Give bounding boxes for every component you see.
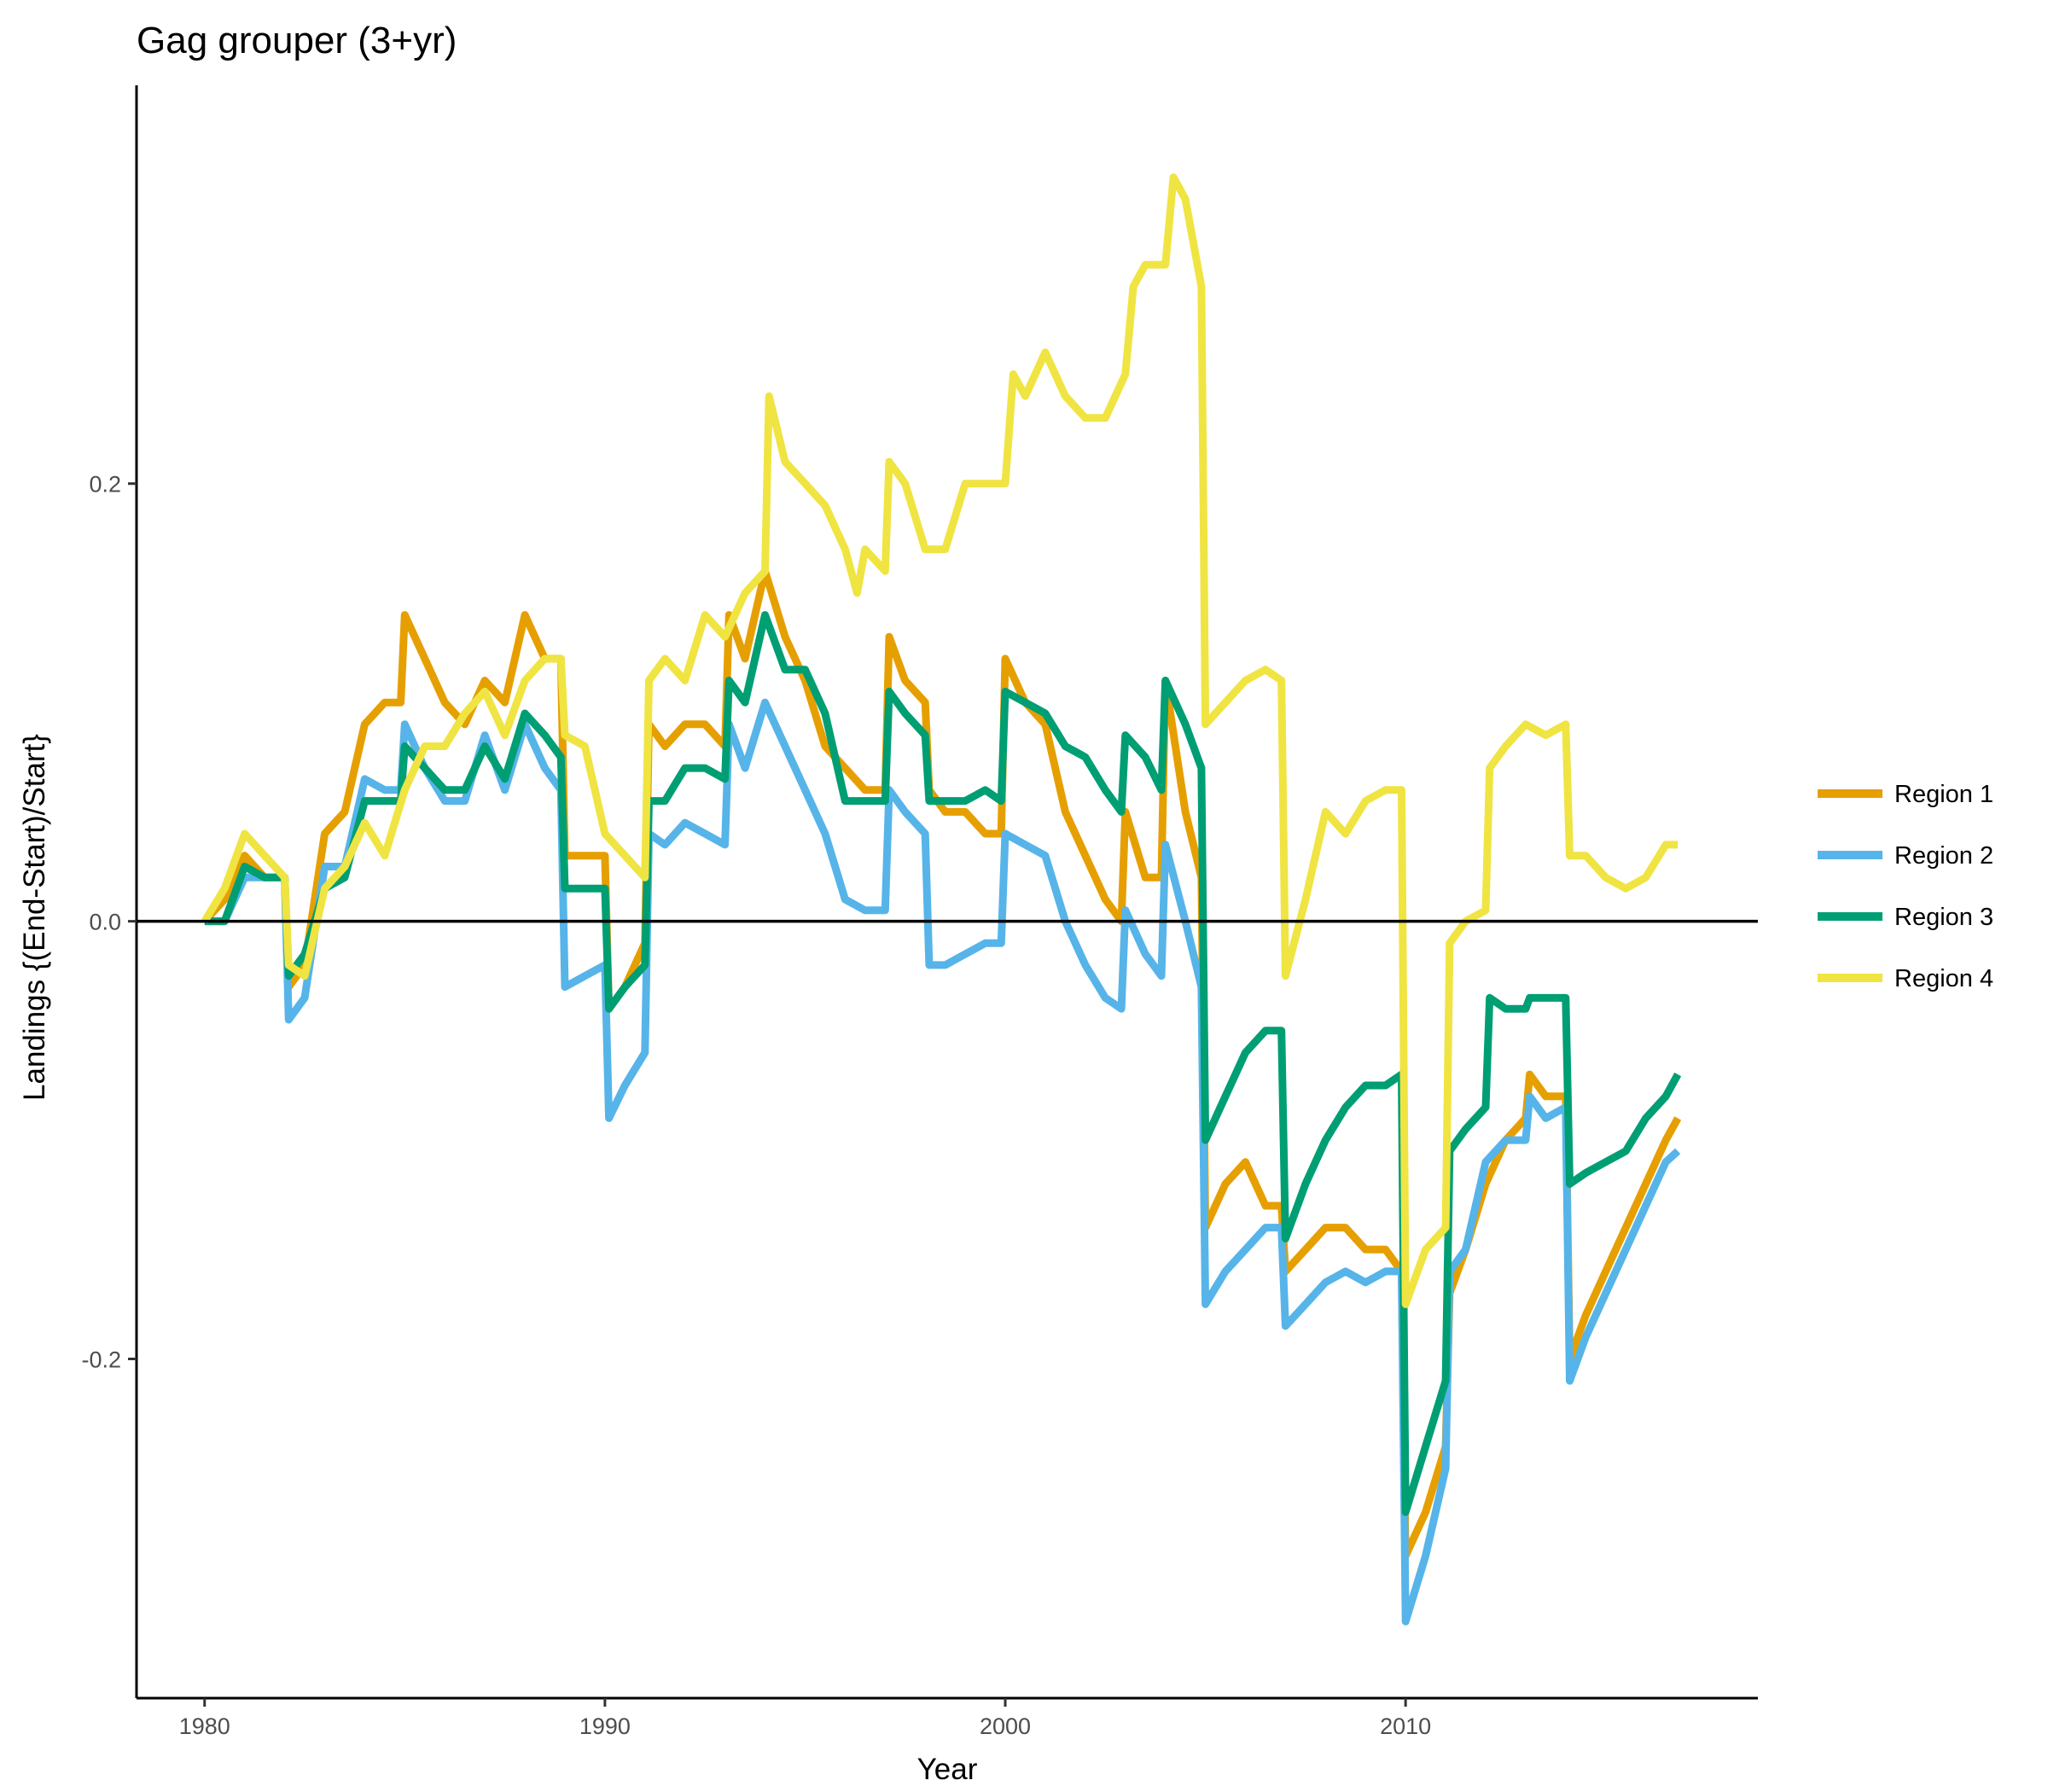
- legend: Region 1 Region 2 Region 3 Region 4: [1818, 781, 1993, 992]
- x-tick-label: 1990: [579, 1713, 631, 1739]
- y-tick-label: 0.0: [89, 910, 121, 935]
- y-axis-title: Landings {(End-Start)/Start}: [18, 734, 51, 1101]
- plot-lines: [201, 173, 1682, 1626]
- legend-label: Region 2: [1894, 842, 1993, 870]
- x-tick-label: 2000: [980, 1713, 1031, 1739]
- legend-item-region-1: Region 1: [1818, 781, 1993, 808]
- x-tick-label: 2010: [1380, 1713, 1431, 1739]
- legend-item-region-3: Region 3: [1818, 904, 1993, 931]
- legend-label: Region 1: [1894, 781, 1993, 808]
- x-axis-title: Year: [917, 1753, 978, 1786]
- legend-label: Region 4: [1894, 965, 1993, 992]
- y-tick-label: 0.2: [89, 472, 121, 497]
- y-tick-label: -0.2: [81, 1347, 121, 1373]
- legend-label: Region 3: [1894, 904, 1993, 931]
- y-axis-ticks: -0.2 0.0 0.2: [81, 472, 137, 1373]
- x-tick-label: 1980: [179, 1713, 230, 1739]
- chart-title: Gag grouper (3+yr): [137, 20, 457, 61]
- x-axis-ticks: 1980 1990 2000 2010: [179, 1698, 1431, 1739]
- legend-item-region-4: Region 4: [1818, 965, 1993, 992]
- legend-item-region-2: Region 2: [1818, 842, 1993, 870]
- series-line-region-4: [201, 173, 1679, 1308]
